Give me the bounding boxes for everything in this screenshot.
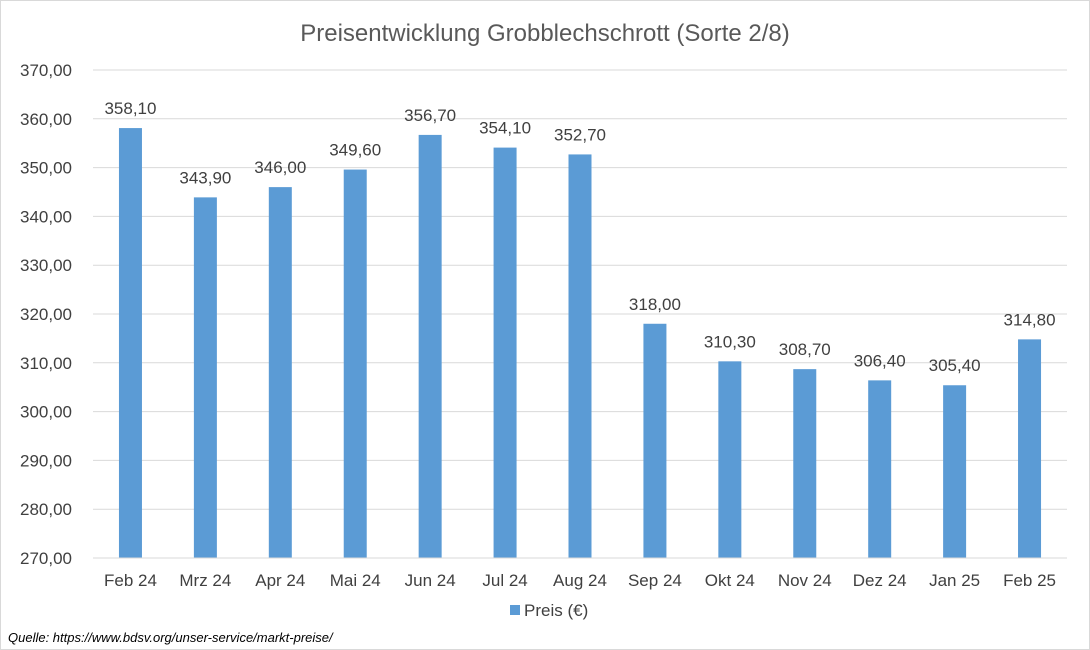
x-tick-label: Mai 24 xyxy=(330,571,381,590)
source-note: Quelle: https://www.bdsv.org/unser-servi… xyxy=(8,630,333,645)
x-tick-label: Mrz 24 xyxy=(179,571,231,590)
x-tick-label: Aug 24 xyxy=(553,571,607,590)
y-tick-label: 330,00 xyxy=(20,256,72,275)
y-tick-label: 320,00 xyxy=(20,305,72,324)
data-label: 346,00 xyxy=(254,158,306,177)
x-tick-label: Jan 25 xyxy=(929,571,980,590)
data-label: 358,10 xyxy=(104,99,156,118)
bar xyxy=(343,169,367,558)
data-label: 354,10 xyxy=(479,119,531,138)
bar xyxy=(718,361,742,558)
data-labels: 358,10 343,90 346,00 349,60 356,70 354,10 352,… xyxy=(104,99,1055,375)
y-axis-tick-labels: 270,00 280,00 290,00 300,00 310,00 320,00 330,… xyxy=(20,61,72,568)
y-tick-label: 350,00 xyxy=(20,159,72,178)
data-label: 352,70 xyxy=(554,125,606,144)
x-tick-label: Sep 24 xyxy=(628,571,682,590)
data-label: 314,80 xyxy=(1004,310,1056,329)
data-label: 310,30 xyxy=(704,332,756,351)
data-label: 308,70 xyxy=(779,340,831,359)
y-tick-label: 370,00 xyxy=(20,61,72,80)
bar xyxy=(643,323,667,558)
y-tick-label: 310,00 xyxy=(20,354,72,373)
x-tick-label: Okt 24 xyxy=(705,571,755,590)
y-tick-label: 270,00 xyxy=(20,549,72,568)
bar xyxy=(418,134,442,559)
bar xyxy=(493,147,517,559)
data-label: 305,40 xyxy=(929,356,981,375)
bar xyxy=(193,197,217,559)
chart-title: Preisentwicklung Grobblechschrott (Sorte… xyxy=(300,20,790,47)
data-label: 343,90 xyxy=(179,168,231,187)
data-label: 349,60 xyxy=(329,141,381,160)
x-tick-label: Feb 25 xyxy=(1003,571,1056,590)
y-tick-label: 280,00 xyxy=(20,500,72,519)
x-tick-label: Jun 24 xyxy=(405,571,456,590)
x-tick-label: Apr 24 xyxy=(255,571,305,590)
y-tick-label: 290,00 xyxy=(20,451,72,470)
y-tick-label: 340,00 xyxy=(20,207,72,226)
legend: Preis (€) xyxy=(510,601,588,620)
bar xyxy=(268,187,292,558)
x-tick-label: Feb 24 xyxy=(104,571,157,590)
x-tick-label: Jul 24 xyxy=(482,571,527,590)
legend-swatch xyxy=(510,605,520,615)
bar xyxy=(868,380,892,558)
data-label: 318,00 xyxy=(629,295,681,314)
data-label: 306,40 xyxy=(854,351,906,370)
bar xyxy=(1018,339,1042,558)
y-tick-label: 360,00 xyxy=(20,110,72,129)
bar xyxy=(943,385,967,558)
bars xyxy=(118,128,1042,559)
legend-label: Preis (€) xyxy=(524,601,588,620)
data-label: 356,70 xyxy=(404,106,456,125)
bar xyxy=(118,128,142,558)
bar xyxy=(793,369,817,558)
x-tick-label: Dez 24 xyxy=(853,571,907,590)
grid-lines xyxy=(93,69,1067,510)
y-tick-label: 300,00 xyxy=(20,403,72,422)
bar xyxy=(568,154,592,558)
x-tick-label: Nov 24 xyxy=(778,571,832,590)
x-axis-tick-labels: Feb 24 Mrz 24 Apr 24 Mai 24 Jun 24 Jul 24 Aug … xyxy=(104,571,1056,590)
